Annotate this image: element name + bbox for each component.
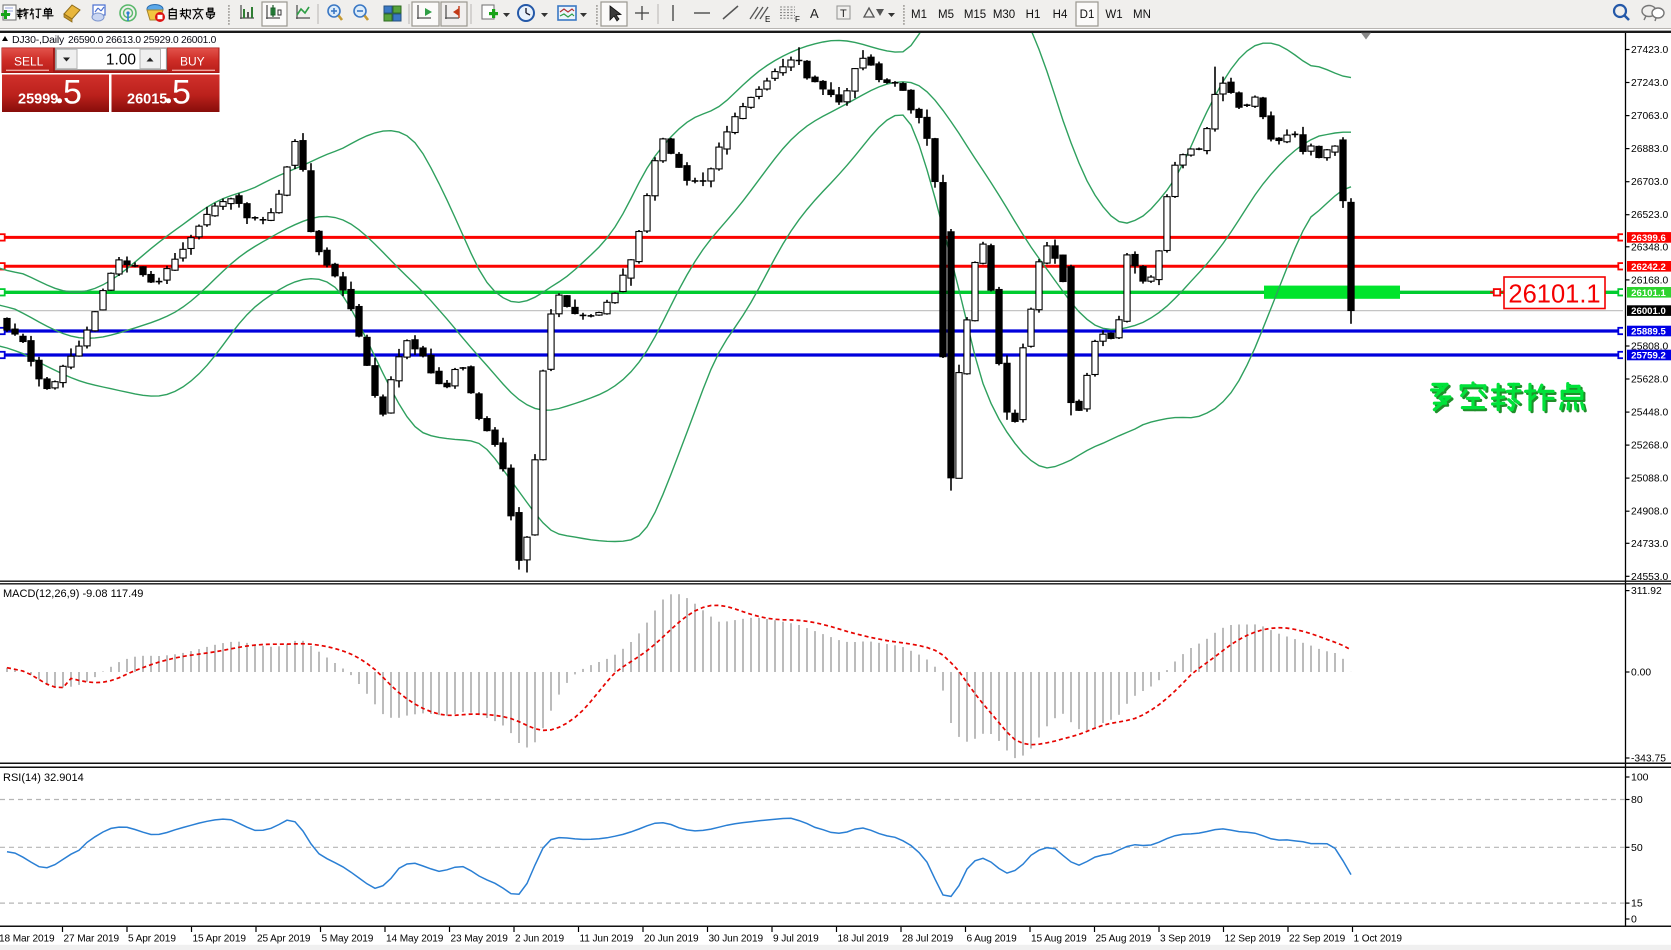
svg-text:26348.0: 26348.0 xyxy=(1631,242,1668,253)
svg-text:24553.0: 24553.0 xyxy=(1631,572,1668,583)
svg-text:23 May 2019: 23 May 2019 xyxy=(451,934,509,945)
svg-text:24908.0: 24908.0 xyxy=(1631,507,1668,518)
svg-text:14 May 2019: 14 May 2019 xyxy=(386,934,444,945)
svg-text:25 Apr 2019: 25 Apr 2019 xyxy=(257,934,311,945)
svg-text:26242.2: 26242.2 xyxy=(1631,262,1666,273)
svg-text:26101.1: 26101.1 xyxy=(1508,281,1600,309)
svg-text:5: 5 xyxy=(63,74,82,112)
svg-text:24733.0: 24733.0 xyxy=(1631,539,1668,550)
svg-text:12 Sep 2019: 12 Sep 2019 xyxy=(1225,934,1282,945)
svg-text:SELL: SELL xyxy=(14,55,44,69)
svg-text:RSI(14) 32.9014: RSI(14) 32.9014 xyxy=(3,772,84,784)
svg-text:80: 80 xyxy=(1631,794,1643,806)
svg-text:25448.0: 25448.0 xyxy=(1631,408,1668,419)
svg-text:M5: M5 xyxy=(938,9,954,21)
svg-text:26399.6: 26399.6 xyxy=(1631,233,1666,244)
svg-text:25889.5: 25889.5 xyxy=(1631,327,1666,338)
svg-text:A: A xyxy=(810,6,819,21)
svg-text:18 Jul 2019: 18 Jul 2019 xyxy=(838,934,890,945)
svg-text:5 Apr 2019: 5 Apr 2019 xyxy=(128,934,176,945)
svg-text:25628.0: 25628.0 xyxy=(1631,375,1668,386)
svg-text:15 Apr 2019: 15 Apr 2019 xyxy=(193,934,247,945)
svg-text:26590.0 26613.0 25929.0 26001.: 26590.0 26613.0 25929.0 26001.0 xyxy=(68,35,217,46)
svg-text:20 Jun 2019: 20 Jun 2019 xyxy=(644,934,699,945)
svg-text:26523.0: 26523.0 xyxy=(1631,210,1668,221)
svg-text:26001.0: 26001.0 xyxy=(1631,306,1666,317)
svg-text:E: E xyxy=(765,15,770,24)
svg-text:26703.0: 26703.0 xyxy=(1631,177,1668,188)
svg-text:26883.0: 26883.0 xyxy=(1631,144,1668,155)
svg-text:D1: D1 xyxy=(1080,9,1095,21)
svg-text:0.00: 0.00 xyxy=(1631,668,1651,679)
svg-text:22 Sep 2019: 22 Sep 2019 xyxy=(1289,934,1346,945)
svg-text:25 Aug 2019: 25 Aug 2019 xyxy=(1096,934,1152,945)
svg-text:F: F xyxy=(795,15,800,24)
svg-text:3 Sep 2019: 3 Sep 2019 xyxy=(1160,934,1211,945)
svg-text:28 Jul 2019: 28 Jul 2019 xyxy=(902,934,954,945)
svg-text:15 Aug 2019: 15 Aug 2019 xyxy=(1031,934,1087,945)
svg-text:2 Jun 2019: 2 Jun 2019 xyxy=(515,934,564,945)
svg-text:25999: 25999 xyxy=(18,92,58,108)
svg-text:-343.75: -343.75 xyxy=(1631,754,1666,765)
svg-text:BUY: BUY xyxy=(180,55,205,69)
svg-text:W1: W1 xyxy=(1105,9,1122,21)
svg-text:25088.0: 25088.0 xyxy=(1631,474,1668,485)
svg-text:25268.0: 25268.0 xyxy=(1631,441,1668,452)
svg-text:15: 15 xyxy=(1631,898,1643,910)
svg-text:100: 100 xyxy=(1631,772,1649,784)
svg-text:311.92: 311.92 xyxy=(1631,586,1662,597)
svg-text:18 Mar 2019: 18 Mar 2019 xyxy=(0,934,55,945)
svg-text:25808.0: 25808.0 xyxy=(1631,342,1668,353)
svg-text:26015: 26015 xyxy=(127,92,167,108)
svg-text:50: 50 xyxy=(1631,842,1643,854)
svg-text:26101.1: 26101.1 xyxy=(1631,288,1666,299)
svg-text:DJ30-,Daily: DJ30-,Daily xyxy=(12,34,65,46)
svg-text:MN: MN xyxy=(1133,9,1151,21)
svg-text:11 Jun 2019: 11 Jun 2019 xyxy=(580,934,634,945)
svg-text:9 Jul 2019: 9 Jul 2019 xyxy=(773,934,819,945)
svg-text:27423.0: 27423.0 xyxy=(1631,45,1668,56)
svg-text:H1: H1 xyxy=(1026,9,1041,21)
svg-text:1 Oct 2019: 1 Oct 2019 xyxy=(1354,934,1403,945)
svg-text:25759.2: 25759.2 xyxy=(1631,351,1666,362)
svg-text:T: T xyxy=(840,8,847,20)
svg-text:27243.0: 27243.0 xyxy=(1631,78,1668,89)
svg-text:6 Aug 2019: 6 Aug 2019 xyxy=(967,934,1018,945)
svg-text:27 Mar 2019: 27 Mar 2019 xyxy=(64,934,120,945)
svg-text:27063.0: 27063.0 xyxy=(1631,111,1668,122)
svg-text:5: 5 xyxy=(172,74,191,112)
svg-text:M15: M15 xyxy=(964,9,986,21)
svg-text:M1: M1 xyxy=(911,9,927,21)
svg-text:30 Jun 2019: 30 Jun 2019 xyxy=(709,934,764,945)
svg-text:0: 0 xyxy=(1631,914,1637,926)
svg-text:M30: M30 xyxy=(993,9,1015,21)
svg-text:H4: H4 xyxy=(1053,9,1068,21)
svg-text:MACD(12,26,9) -9.08 117.49: MACD(12,26,9) -9.08 117.49 xyxy=(3,588,143,600)
svg-text:5 May 2019: 5 May 2019 xyxy=(322,934,374,945)
svg-text:26168.0: 26168.0 xyxy=(1631,275,1668,286)
svg-text:1.00: 1.00 xyxy=(106,52,137,69)
